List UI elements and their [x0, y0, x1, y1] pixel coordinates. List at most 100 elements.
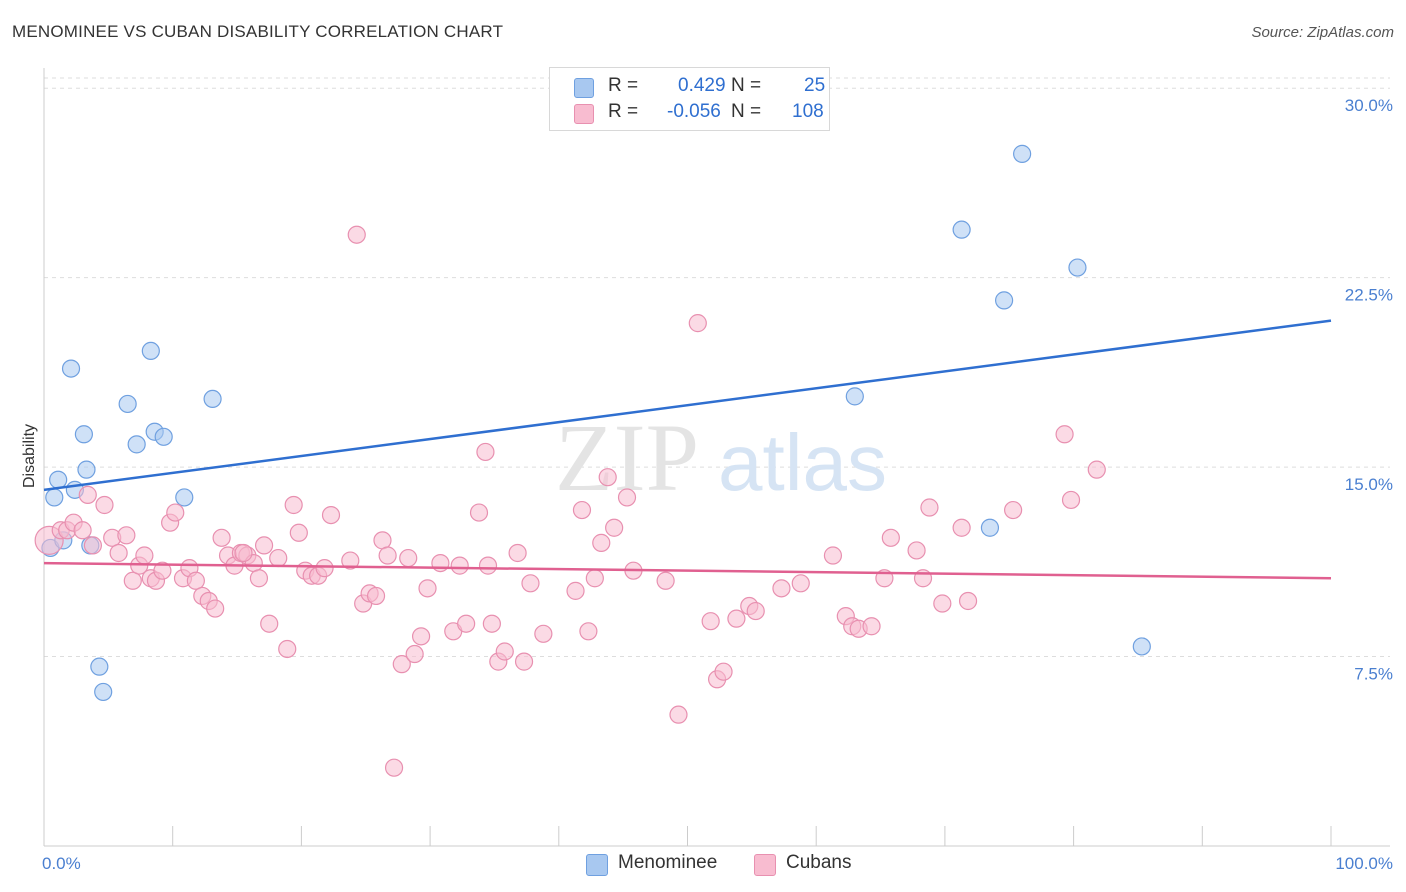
- point-menominee-15: [154, 427, 173, 446]
- point-cubans-36: [284, 495, 303, 515]
- point-menominee-7: [77, 460, 96, 479]
- point-cubans-34: [269, 548, 288, 568]
- y-tick-label: 15.0%: [1345, 475, 1393, 494]
- point-cubans-35: [278, 639, 297, 659]
- legend-r-value: -0.056: [667, 101, 721, 122]
- axes: [43, 68, 1390, 847]
- point-cubans-84: [727, 609, 746, 628]
- legend-n-label: N =: [731, 75, 762, 96]
- point-cubans-33: [260, 614, 279, 633]
- point-cubans-101: [958, 591, 978, 611]
- point-menominee-1: [45, 488, 64, 507]
- point-cubans-37: [289, 523, 308, 542]
- point-cubans-106: [234, 543, 253, 563]
- point-menominee-20: [980, 518, 1000, 537]
- point-cubans-87: [772, 579, 791, 598]
- point-cubans-5: [78, 485, 97, 504]
- point-cubans-41: [315, 559, 334, 578]
- point-cubans-98: [920, 498, 939, 517]
- point-menominee-11: [118, 394, 137, 414]
- point-cubans-16: [153, 561, 172, 580]
- point-menominee-4: [61, 359, 81, 378]
- point-cubans-31: [249, 569, 269, 588]
- point-cubans-103: [1055, 425, 1074, 444]
- point-cubans-102: [1004, 500, 1023, 520]
- x-tick-label: 100.0%: [1335, 854, 1393, 873]
- point-cubans-13: [135, 546, 154, 565]
- point-cubans-74: [598, 468, 617, 487]
- point-cubans-11: [123, 571, 142, 590]
- legend-n-value: 108: [792, 101, 824, 122]
- point-cubans-59: [457, 614, 476, 633]
- y-tick-label: 22.5%: [1345, 286, 1393, 305]
- point-cubans-49: [378, 546, 397, 565]
- point-menominee-9: [90, 657, 109, 676]
- point-menominee-2: [49, 470, 68, 489]
- point-cubans-48: [373, 531, 392, 550]
- point-cubans-9: [109, 543, 128, 563]
- point-cubans-4: [73, 521, 92, 540]
- x-tick-label: 0.0%: [42, 854, 81, 873]
- point-cubans-72: [585, 569, 604, 588]
- point-cubans-96: [907, 541, 926, 560]
- point-cubans-52: [399, 548, 418, 568]
- legend-n-value: 25: [804, 75, 826, 96]
- point-cubans-68: [534, 624, 553, 643]
- point-cubans-104: [1061, 490, 1081, 510]
- data-points: [34, 144, 1151, 777]
- point-cubans-79: [669, 705, 688, 724]
- point-cubans-105: [1087, 460, 1106, 479]
- point-menominee-21: [995, 291, 1014, 310]
- point-cubans-47: [366, 586, 386, 606]
- point-cubans-76: [617, 488, 637, 507]
- trend-line-menominee: [43, 319, 1332, 492]
- bottom-legend-label-menominee: Menominee: [618, 852, 718, 873]
- watermark: ZIP atlas: [555, 404, 887, 511]
- source-label: Source: ZipAtlas.com: [1251, 24, 1394, 41]
- point-cubans-86: [746, 601, 765, 621]
- point-cubans-21: [186, 571, 205, 590]
- point-cubans-42: [321, 505, 341, 525]
- point-cubans-65: [508, 543, 527, 563]
- point-cubans-24: [206, 599, 225, 618]
- point-cubans-43: [341, 551, 360, 570]
- point-cubans-80: [688, 314, 707, 333]
- point-cubans-93: [862, 617, 881, 636]
- point-cubans-6: [83, 536, 103, 555]
- point-cubans-60: [469, 503, 489, 522]
- point-menominee-16: [175, 488, 194, 507]
- point-cubans-70: [572, 500, 592, 520]
- bottom-legend-label-cubans: Cubans: [786, 852, 852, 873]
- point-cubans-64: [495, 642, 514, 661]
- point-cubans-95: [881, 528, 900, 547]
- point-cubans-62: [482, 614, 501, 633]
- point-menominee-17: [203, 389, 222, 409]
- point-menominee-13: [141, 341, 160, 361]
- point-cubans-51: [392, 655, 411, 674]
- bottom-legend-swatch-cubans: [754, 854, 776, 876]
- point-cubans-81: [701, 612, 720, 631]
- point-cubans-67: [521, 574, 540, 593]
- point-cubans-18: [166, 503, 185, 522]
- point-cubans-69: [566, 581, 585, 600]
- point-menominee-19: [952, 220, 971, 239]
- point-cubans-32: [254, 536, 274, 555]
- legend-r-label: R =: [608, 101, 639, 122]
- point-cubans-55: [418, 579, 437, 598]
- point-cubans-58: [450, 556, 469, 575]
- watermark-atlas: atlas: [718, 418, 887, 507]
- point-cubans-100: [952, 518, 971, 537]
- point-cubans-44: [347, 225, 366, 244]
- point-cubans-75: [605, 518, 624, 537]
- point-menominee-10: [94, 682, 113, 702]
- point-cubans-50: [384, 758, 404, 777]
- y-tick-label: 30.0%: [1345, 96, 1393, 115]
- y-tick-label: 7.5%: [1354, 665, 1393, 684]
- point-menominee-18: [845, 387, 864, 406]
- legend-r-value: 0.429: [678, 75, 726, 96]
- point-menominee-6: [74, 425, 93, 444]
- point-cubans-107: [478, 556, 498, 575]
- legend-swatch-cubans: [574, 104, 594, 124]
- legend-n-label: N =: [731, 101, 762, 122]
